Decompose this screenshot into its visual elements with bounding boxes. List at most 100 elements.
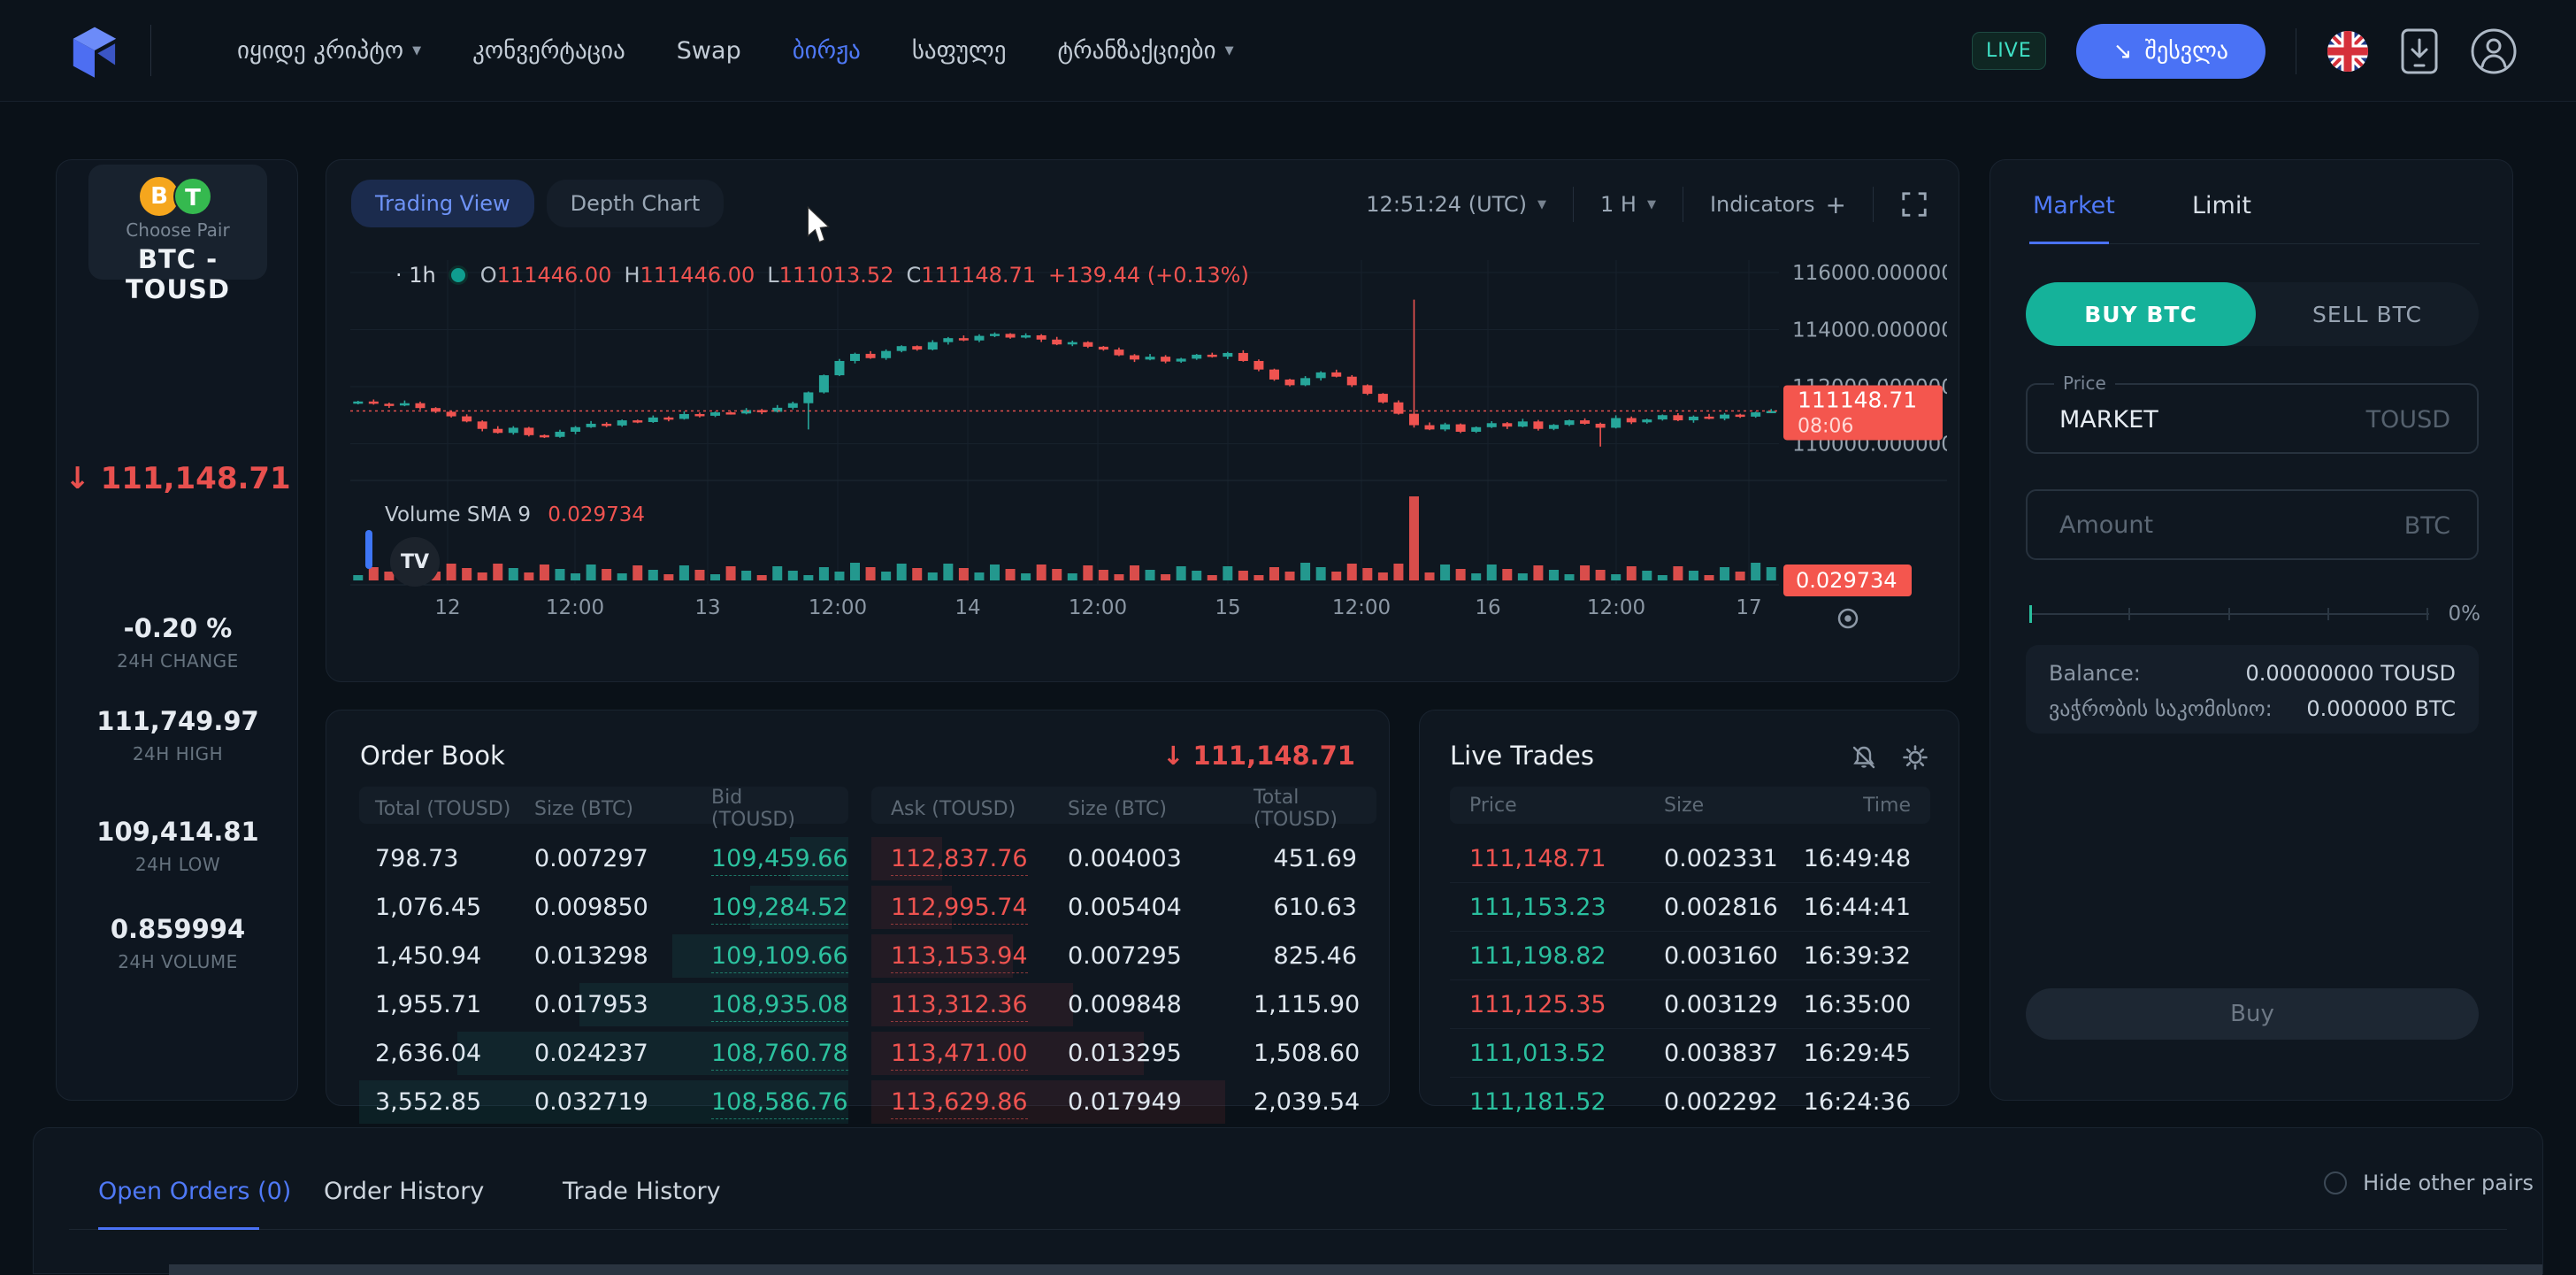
- order-book-ask-row[interactable]: 113,312.36 0.009848 1,115.90: [871, 980, 1376, 1029]
- order-book-ask-headers: Ask (TOUSD) Size (BTC) Total (TOUSD): [871, 787, 1376, 831]
- order-book-ask-row[interactable]: 113,629.86 0.017949 2,039.54: [871, 1078, 1376, 1126]
- slider-handle[interactable]: [2029, 605, 2032, 623]
- main-nav: იყიდე კრიპტო ▼ კონვერტაცია Swap ბირჟა საფულე ტ…: [237, 0, 1234, 102]
- mute-notifications-icon[interactable]: [1851, 744, 1877, 774]
- indicators-button[interactable]: Indicators +: [1709, 189, 1846, 219]
- nav-item[interactable]: Swap: [676, 37, 741, 65]
- candlestick-chart[interactable]: 116000.00000000114000.00000000112000.000…: [350, 253, 1947, 642]
- last-price: ↓ 111,148.71: [65, 461, 291, 496]
- sell-btc-button[interactable]: SELL BTC: [2312, 301, 2422, 327]
- amount-input[interactable]: [2059, 491, 2360, 558]
- volume-badge: 0.029734: [1783, 565, 1912, 596]
- depth-bar: [789, 837, 848, 880]
- bid-price[interactable]: 109,109.66: [711, 942, 848, 973]
- bid-price[interactable]: 108,586.76: [711, 1088, 848, 1119]
- order-book-bid-row[interactable]: 1,955.71 0.017953 108,935.08: [359, 980, 848, 1029]
- order-book-bid-row[interactable]: 1,450.94 0.013298 109,109.66: [359, 932, 848, 980]
- order-book-bid-row[interactable]: 1,076.45 0.009850 109,284.52: [359, 883, 848, 932]
- ask-price[interactable]: 112,995.74: [891, 894, 1028, 925]
- order-book-ask-row[interactable]: 113,153.94 0.007295 825.46: [871, 932, 1376, 980]
- slider-tick: [2128, 608, 2130, 620]
- hide-other-pairs-checkbox[interactable]: [2324, 1171, 2348, 1194]
- slider-tick: [2228, 608, 2230, 620]
- depth-bar: [871, 886, 953, 929]
- interval-dropdown[interactable]: 1 H ▼: [1600, 192, 1656, 217]
- download-app-icon[interactable]: [2399, 27, 2440, 75]
- trades-settings-gear-icon[interactable]: [1902, 744, 1928, 774]
- app-logo[interactable]: [65, 19, 124, 81]
- depth-bar: [671, 934, 848, 978]
- tab-trade-history[interactable]: Trade History: [563, 1178, 721, 1205]
- choose-pair-card[interactable]: B T Choose Pair BTC - TOUSD: [88, 165, 267, 304]
- fullscreen-icon: [1902, 192, 1927, 217]
- tab-market[interactable]: Market: [2033, 192, 2115, 219]
- trade-row[interactable]: 111,181.52 0.002292 16:24:36: [1469, 1088, 1911, 1116]
- chart-settings-icon[interactable]: [1835, 605, 1861, 635]
- tradingview-logo[interactable]: TV: [390, 537, 440, 587]
- order-book-ask-row[interactable]: 113,471.00 0.013295 1,508.60: [871, 1029, 1376, 1078]
- ask-price[interactable]: 113,629.86: [891, 1088, 1028, 1119]
- price-field[interactable]: Price MARKET TOUSD: [2026, 373, 2479, 454]
- nav-item[interactable]: ბირჟა: [792, 37, 861, 65]
- svg-text:12:00: 12:00: [1332, 596, 1391, 619]
- order-book-ask-row[interactable]: 112,995.74 0.005404 610.63: [871, 883, 1376, 932]
- stat-24h-high: 111,749.97 24H HIGH: [96, 706, 259, 764]
- depth-bar: [750, 886, 848, 929]
- svg-text:15: 15: [1215, 596, 1240, 619]
- slider-percent: 0%: [2448, 603, 2481, 626]
- login-arrow-icon: ↘: [2112, 37, 2133, 65]
- tabs-divider: [69, 1229, 2507, 1230]
- ask-price[interactable]: 113,312.36: [891, 991, 1028, 1022]
- nav-item[interactable]: საფულე: [911, 37, 1007, 65]
- buy-btc-button[interactable]: BUY BTC: [2026, 282, 2256, 346]
- tab-open-orders[interactable]: Open Orders (0): [98, 1178, 292, 1205]
- tab-order-history[interactable]: Order History: [324, 1178, 485, 1205]
- order-book-ask-row[interactable]: 112,837.76 0.004003 451.69: [871, 834, 1376, 883]
- chart-panel: Trading View Depth Chart 12:51:24 (UTC) ▼…: [326, 159, 1959, 682]
- chevron-down-icon: ▼: [1646, 197, 1656, 211]
- trade-row[interactable]: 111,013.52 0.003837 16:29:45: [1450, 1029, 1930, 1078]
- bid-price[interactable]: 108,935.08: [711, 991, 848, 1022]
- tab-depth-chart[interactable]: Depth Chart: [546, 180, 724, 227]
- chart-scrollbar-handle[interactable]: [365, 530, 372, 569]
- stat-24h-low: 109,414.81 24H LOW: [96, 817, 259, 875]
- trade-row[interactable]: 111,153.23 0.002816 16:44:41: [1450, 883, 1930, 932]
- ohlc-legend: · 1h O111446.00 H111446.00 L111013.52 C1…: [395, 263, 1249, 288]
- amount-field-unit: BTC: [2404, 512, 2450, 540]
- account-icon[interactable]: [2470, 27, 2518, 75]
- nav-item[interactable]: კონვერტაცია: [472, 37, 625, 65]
- tab-trading-view[interactable]: Trading View: [351, 180, 534, 227]
- fullscreen-button[interactable]: [1874, 190, 1932, 219]
- active-tab-underline: [98, 1227, 259, 1230]
- depth-bar: [456, 1032, 848, 1075]
- nav-item[interactable]: ტრანზაქციები ▼: [1057, 37, 1234, 65]
- login-button[interactable]: ↘ შესვლა: [2075, 23, 2266, 79]
- balance-box: Balance: 0.00000000 TOUSD ვაჭრობის საკომ…: [2026, 645, 2479, 734]
- submit-buy-button[interactable]: Buy: [2026, 988, 2479, 1040]
- order-book-bid-row[interactable]: 2,636.04 0.024237 108,760.78: [359, 1029, 848, 1078]
- time-axis[interactable]: 12 12:00 13 12:00 14 12:00 15 12:00 16 12:00 17: [434, 596, 1761, 619]
- bid-price[interactable]: 109,459.66: [711, 845, 848, 876]
- ask-price[interactable]: 113,153.94: [891, 942, 1028, 973]
- nav-item[interactable]: იყიდე კრიპტო ▼: [237, 37, 422, 65]
- live-trades-panel: Live Trades Price Size Time 111,148.71 0.…: [1419, 710, 1959, 1116]
- login-label: შესვლა: [2144, 37, 2228, 65]
- amount-slider[interactable]: [2029, 601, 2429, 627]
- order-book-bid-row[interactable]: 798.73 0.007297 109,459.66: [359, 834, 848, 883]
- bid-price[interactable]: 108,760.78: [711, 1040, 848, 1071]
- chart-clock-dropdown[interactable]: 12:51:24 (UTC) ▼: [1366, 192, 1547, 217]
- ask-price[interactable]: 112,837.76: [891, 845, 1028, 876]
- bid-price[interactable]: 109,284.52: [711, 894, 848, 925]
- slider-tick: [2327, 608, 2329, 620]
- order-book-bids: 798.73 0.007297 109,459.66 1,076.45 0.009850…: [359, 834, 848, 1126]
- ask-price[interactable]: 113,471.00: [891, 1040, 1028, 1071]
- order-book-bid-row[interactable]: 3,552.85 0.032719 108,586.76: [359, 1078, 848, 1126]
- trade-row[interactable]: 111,148.71 0.002331 16:49:48: [1450, 834, 1930, 883]
- tether-coin-icon: T: [173, 177, 212, 216]
- trade-row[interactable]: 111,198.82 0.003160 16:39:32: [1450, 932, 1930, 980]
- trade-row[interactable]: 111,125.35 0.003129 16:35:00: [1450, 980, 1930, 1029]
- chevron-down-icon: ▼: [412, 44, 422, 58]
- tab-limit[interactable]: Limit: [2192, 192, 2251, 219]
- order-book-bid-headers: Total (TOUSD) Size (BTC) Bid (TOUSD): [359, 787, 848, 831]
- language-flag-uk-icon[interactable]: [2327, 30, 2369, 73]
